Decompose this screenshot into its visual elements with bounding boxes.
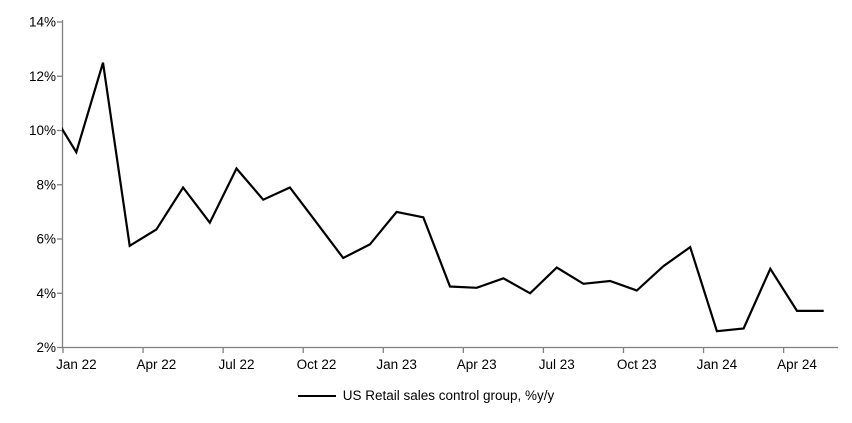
x-tick-label: Jan 24 <box>697 357 738 372</box>
x-tick-label: Apr 24 <box>777 357 817 372</box>
y-tick-label: 2% <box>36 340 56 355</box>
tick-marks <box>57 21 785 353</box>
x-tick-label: Apr 22 <box>137 357 177 372</box>
x-tick-label: Jan 23 <box>376 357 417 372</box>
y-tick-label: 6% <box>36 232 56 247</box>
y-tick-label: 12% <box>29 69 56 84</box>
x-tick-label: Jul 23 <box>539 357 575 372</box>
legend: US Retail sales control group, %y/y <box>0 388 852 403</box>
x-tick-label: Oct 23 <box>617 357 657 372</box>
y-tick-label: 10% <box>29 123 56 138</box>
axes <box>61 20 838 349</box>
legend-label: US Retail sales control group, %y/y <box>342 388 555 403</box>
legend-line-swatch <box>297 394 336 397</box>
x-tick-label: Jan 22 <box>56 357 97 372</box>
y-tick-label: 4% <box>36 286 56 301</box>
y-tick-label: 14% <box>29 15 56 30</box>
x-tick-label: Apr 23 <box>457 357 497 372</box>
axis-labels: 2% 4% 6% 8% 10% 12% 14% Jan 22 Apr 22 Jul 22 Oct 2… <box>29 15 817 373</box>
series-line <box>62 62 824 333</box>
x-tick-label: Oct 22 <box>297 357 337 372</box>
data-series <box>62 62 824 333</box>
x-tick-label: Jul 22 <box>218 357 254 372</box>
y-tick-label: 8% <box>36 177 56 192</box>
